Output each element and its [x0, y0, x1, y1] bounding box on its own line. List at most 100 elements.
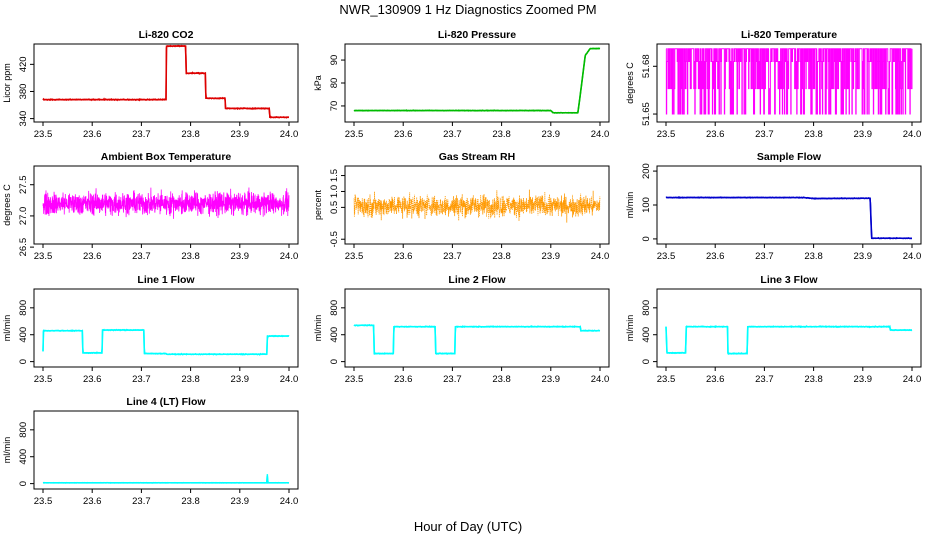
panel-title: Line 3 Flow: [760, 274, 818, 286]
y-tick-label: 400: [329, 327, 340, 343]
x-tick-label: 23.8: [181, 129, 200, 140]
y-tick-label: 800: [18, 300, 29, 316]
y-tick-label: 380: [18, 84, 29, 100]
x-tick-label: 23.7: [132, 374, 151, 385]
x-tick-label: 23.8: [181, 374, 200, 385]
y-tick-label: 1.5: [329, 169, 340, 182]
x-tick-label: 23.9: [231, 129, 250, 140]
x-tick-label: 23.7: [443, 251, 462, 262]
y-axis-label: ml/min: [2, 315, 12, 342]
y-tick-label: 0: [18, 359, 29, 364]
y-tick-label: 0: [329, 359, 340, 364]
y-tick-label: 400: [641, 327, 652, 343]
x-tick-label: 23.5: [657, 251, 676, 262]
panel-title: Li-820 CO2: [139, 29, 194, 41]
chart-panel-5: Gas Stream RH percent 23.5 23.6 23.7 23.8 23.9…: [313, 151, 610, 262]
plot-frame: [656, 43, 922, 123]
x-tick-label: 23.5: [34, 251, 53, 262]
y-tick-label: 100: [641, 197, 652, 213]
x-tick-label: 23.5: [34, 496, 53, 507]
x-tick-label: 23.9: [854, 251, 873, 262]
plot-frame: [33, 43, 299, 123]
y-axis-label: Licor ppm: [2, 63, 12, 103]
x-tick-label: 23.7: [132, 129, 151, 140]
y-tick-label: 400: [18, 449, 29, 465]
plot-area: [665, 48, 913, 115]
panel-title: Ambient Box Temperature: [101, 151, 232, 163]
x-tick-label: 23.9: [231, 374, 250, 385]
y-axis-label: percent: [313, 189, 323, 220]
x-tick-label: 23.7: [132, 251, 151, 262]
x-tick-label: 23.6: [83, 129, 102, 140]
x-tick-label: 24.0: [903, 374, 922, 385]
series-steps: [354, 324, 600, 355]
plot-frame: [33, 410, 299, 490]
figure-title: NWR_130909 1 Hz Diagnostics Zoomed PM: [339, 2, 596, 17]
y-tick-label: 70: [329, 101, 340, 112]
x-tick-label: 23.8: [804, 374, 823, 385]
x-tick-label: 24.0: [903, 251, 922, 262]
x-tick-label: 23.6: [394, 129, 413, 140]
x-tick-label: 23.7: [755, 251, 774, 262]
x-tick-label: 23.6: [706, 374, 725, 385]
x-tick-label: 24.0: [591, 251, 610, 262]
plot-area: [42, 474, 290, 484]
plot-area: [42, 44, 290, 119]
y-tick-label: 340: [18, 111, 29, 127]
panel-title: Gas Stream RH: [439, 151, 515, 163]
x-tick-label: 23.7: [443, 374, 462, 385]
y-tick-label: 0.5: [329, 201, 340, 214]
chart-panel-2: Li-820 Pressure kPa 23.5 23.6 23.7 23.8 23.9 24…: [313, 29, 610, 140]
y-tick-label: 51.68: [641, 54, 652, 78]
y-axis-label: ml/min: [2, 437, 12, 464]
panel-title: Line 1 Flow: [137, 274, 195, 286]
x-tick-label: 23.9: [854, 374, 873, 385]
y-tick-label: 26.5: [18, 238, 29, 257]
plot-area: [42, 187, 290, 219]
y-tick-label: 27.5: [18, 175, 29, 194]
y-tick-label: 1.0: [329, 185, 340, 198]
series-toggle: [665, 48, 913, 115]
y-tick-label: 400: [18, 327, 29, 343]
y-tick-label: 200: [641, 163, 652, 179]
chart-panel-6: Sample Flow ml/min 23.5 23.6 23.7 23.8 23.9 24.…: [625, 151, 922, 262]
x-tick-label: 23.6: [706, 251, 725, 262]
panel-title: Line 4 (LT) Flow: [126, 396, 206, 408]
y-tick-label: 0: [18, 481, 29, 486]
plot-area: [665, 196, 913, 240]
x-tick-label: 23.9: [542, 129, 561, 140]
x-tick-label: 24.0: [591, 129, 610, 140]
x-tick-label: 23.6: [394, 374, 413, 385]
x-tick-label: 23.9: [542, 251, 561, 262]
x-tick-label: 23.6: [706, 129, 725, 140]
plot-frame: [33, 165, 299, 245]
plot-area: [353, 323, 601, 356]
panel-title: Li-820 Temperature: [741, 29, 837, 41]
x-tick-label: 23.9: [231, 496, 250, 507]
x-tick-label: 23.9: [854, 129, 873, 140]
plot-area: [353, 47, 601, 114]
x-tick-label: 23.6: [83, 496, 102, 507]
series-steps: [43, 45, 289, 118]
x-tick-label: 23.8: [804, 129, 823, 140]
chart-panel-10: Line 4 (LT) Flow ml/min 23.5 23.6 23.7 23.8 23…: [2, 396, 299, 507]
x-tick-label: 24.0: [591, 374, 610, 385]
x-tick-label: 23.8: [804, 251, 823, 262]
x-tick-label: 23.8: [492, 129, 511, 140]
x-tick-label: 24.0: [280, 496, 299, 507]
x-tick-label: 24.0: [280, 374, 299, 385]
x-tick-label: 23.6: [83, 374, 102, 385]
y-axis-label: ml/min: [313, 315, 323, 342]
y-tick-label: 0: [641, 236, 652, 241]
chart-panel-3: Li-820 Temperature degrees C 23.5 23.6 23.7 2…: [625, 29, 922, 140]
plot-frame: [33, 288, 299, 368]
y-axis-label: kPa: [313, 75, 323, 91]
x-tick-label: 23.8: [492, 374, 511, 385]
x-tick-label: 23.5: [345, 251, 364, 262]
y-tick-label: 80: [329, 78, 340, 89]
x-tick-label: 23.7: [443, 129, 462, 140]
plot-area: [665, 324, 913, 356]
x-tick-label: 23.5: [34, 374, 53, 385]
series-steps: [354, 47, 600, 114]
